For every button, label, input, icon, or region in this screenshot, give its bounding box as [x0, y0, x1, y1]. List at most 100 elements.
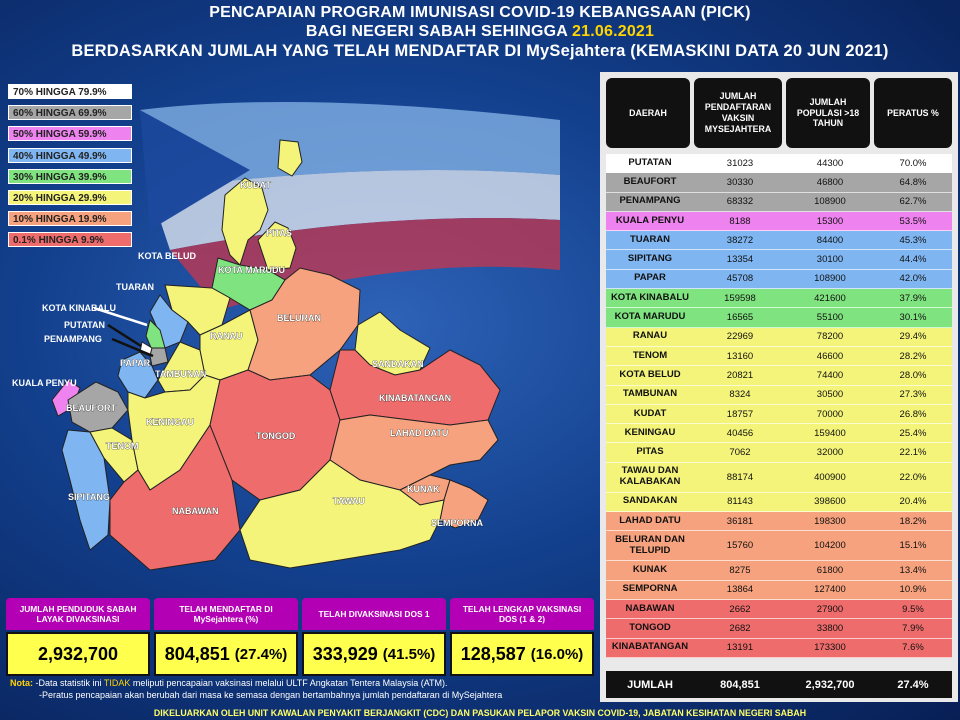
table-row: PITAS 7062 32000 22.1%	[606, 443, 952, 463]
cell-populasi: 70000	[816, 408, 844, 420]
cell-daerah: KUALA PENYU	[615, 214, 685, 226]
cell-daerah: TONGOD	[629, 621, 671, 633]
stat-complete-pct: (16.0%)	[530, 645, 584, 663]
total-label: JUMLAH	[627, 678, 673, 691]
stat-registered-value: 804,851 (27.4%)	[154, 632, 298, 676]
sabah-map: KUDAT PITAS KOTA MARUDU KOTA BELUD TUARA…	[0, 80, 600, 590]
note-label: Nota:	[10, 678, 33, 688]
label-tawau: TAWAU	[333, 496, 365, 506]
district-semporna[interactable]	[439, 479, 489, 529]
cell-daftar: 18757	[726, 408, 754, 420]
stat-complete-label: TELAH LENGKAP VAKSINASI DOS (1 & 2)	[450, 598, 594, 630]
stat-registered-label: TELAH MENDAFTAR DI MySejahtera (%)	[154, 598, 298, 630]
cell-daerah: SEMPORNA	[622, 583, 678, 595]
label-beluran: BELURAN	[277, 313, 321, 323]
table-row: LAHAD DATU 36181 198300 18.2%	[606, 512, 952, 532]
header-populasi: JUMLAH POPULASI >18 TAHUN	[786, 78, 870, 148]
table-row: TAMBUNAN 8324 30500 27.3%	[606, 385, 952, 405]
cell-daftar: 36181	[726, 515, 754, 527]
title-line-3: BERDASARKAN JUMLAH YANG TELAH MENDAFTAR …	[71, 42, 889, 60]
table-row: SANDAKAN 81143 398600 20.4%	[606, 492, 952, 513]
cell-peratus: 62.7%	[899, 196, 927, 208]
table-total-row: JUMLAH 804,851 2,932,700 27.4%	[606, 671, 952, 698]
flag-backdrop	[140, 102, 560, 310]
note-line-2: -Peratus pencapaian akan berubah dari ma…	[39, 690, 503, 701]
title-line-1: PENCAPAIAN PROGRAM IMUNISASI COVID-19 KE…	[209, 4, 751, 21]
cell-daerah: KUNAK	[632, 564, 668, 576]
cell-daerah: BEAUFORT	[623, 175, 677, 187]
cell-daftar: 7062	[729, 447, 751, 459]
cell-populasi: 61800	[816, 564, 844, 576]
cell-daftar: 20821	[726, 369, 754, 381]
cell-daftar: 68332	[726, 196, 754, 208]
cell-daftar: 2662	[729, 603, 751, 615]
cell-daerah: KOTA KINABALU	[610, 291, 690, 303]
cell-populasi: 173300	[814, 642, 846, 654]
cell-peratus: 64.8%	[899, 176, 927, 188]
cell-populasi: 84400	[816, 234, 844, 246]
district-nabawan[interactable]	[109, 423, 241, 571]
cell-populasi: 33800	[816, 622, 844, 634]
legend-item: 40% HINGGA 49.9%	[8, 147, 132, 163]
cell-daftar: 8275	[729, 564, 751, 576]
label-ranau: RANAU	[210, 331, 243, 341]
cell-peratus: 15.1%	[899, 540, 927, 552]
district-kudat-island[interactable]	[277, 139, 303, 177]
cell-daftar: 31023	[726, 157, 754, 169]
cell-daerah: TENOM	[632, 349, 668, 361]
district-papar[interactable]	[117, 351, 159, 399]
cell-daerah: LAHAD DATU	[619, 514, 681, 526]
stat-population: JUMLAH PENDUDUK SABAH LAYAK DIVAKSINASI …	[6, 598, 150, 676]
table-row: BEAUFORT 30330 46800 64.8%	[606, 173, 952, 193]
stats-panel: JUMLAH PENDUDUK SABAH LAYAK DIVAKSINASI …	[6, 598, 598, 676]
district-table: DAERAH JUMLAH PENDAFTARAN VAKSIN MYSEJAH…	[600, 72, 958, 702]
cell-daerah: PUTATAN	[628, 156, 672, 168]
cell-daerah: SIPITANG	[627, 253, 673, 265]
table-row: PUTATAN 31023 44300 70.0%	[606, 154, 952, 174]
stat-registered: TELAH MENDAFTAR DI MySejahtera (%) 804,8…	[154, 598, 298, 676]
label-putatan: PUTATAN	[64, 320, 105, 330]
cell-populasi: 127400	[814, 584, 846, 596]
cell-peratus: 44.4%	[899, 254, 927, 266]
table-row: BELURAN DAN TELUPID 15760 104200 15.1%	[606, 531, 952, 562]
stat-population-number: 2,932,700	[37, 643, 119, 664]
district-tuaran[interactable]	[149, 294, 189, 349]
label-sandakan: SANDAKAN	[372, 359, 424, 369]
legend-item: 10% HINGGA 19.9%	[8, 211, 132, 227]
cell-daftar: 13864	[726, 584, 754, 596]
stat-dose1-value: 333,929 (41.5%)	[302, 632, 446, 676]
label-tambunan: TAMBUNAN	[155, 369, 206, 379]
table-row: KENINGAU 40456 159400 25.4%	[606, 424, 952, 444]
cell-daerah: PAPAR	[634, 272, 666, 284]
cell-daerah: PITAS	[636, 446, 664, 458]
cell-populasi: 44300	[816, 157, 844, 169]
table-row: TAWAU DAN KALABAKAN 88174 400900 22.0%	[606, 462, 952, 493]
total-peratus: 27.4%	[897, 678, 929, 691]
cell-populasi: 108900	[814, 273, 846, 285]
header-daerah: DAERAH	[606, 78, 690, 148]
cell-populasi: 32000	[816, 447, 844, 459]
label-kuala-penyu: KUALA PENYU	[12, 378, 77, 388]
cell-daerah: KENINGAU	[624, 426, 676, 438]
cell-daftar: 15760	[726, 540, 754, 552]
district-kudat[interactable]	[221, 177, 269, 266]
cell-daftar: 13354	[726, 254, 754, 266]
cell-peratus: 20.4%	[899, 496, 927, 508]
title-line-2-text: BAGI NEGERI SABAH SEHINGGA	[305, 23, 573, 40]
district-tawau[interactable]	[239, 459, 445, 569]
table-row: NABAWAN 2662 27900 9.5%	[606, 599, 952, 620]
header-peratus: PERATUS %	[874, 78, 952, 148]
cell-peratus: 10.9%	[899, 584, 927, 596]
table-row: TUARAN 38272 84400 45.3%	[606, 231, 952, 251]
cell-peratus: 42.0%	[899, 273, 927, 285]
cell-populasi: 55100	[816, 312, 844, 324]
label-papar: PAPAR	[120, 358, 151, 368]
district-beaufort[interactable]	[67, 381, 129, 433]
cell-daftar: 13191	[726, 642, 754, 654]
cell-peratus: 27.3%	[899, 389, 927, 401]
district-penampang[interactable]	[149, 347, 169, 367]
label-kota-kinabalu: KOTA KINABALU	[42, 303, 116, 313]
cell-daerah: RANAU	[632, 330, 668, 342]
cell-daerah: KUDAT	[633, 407, 667, 419]
label-lahad-datu: LAHAD DATU	[390, 428, 448, 438]
